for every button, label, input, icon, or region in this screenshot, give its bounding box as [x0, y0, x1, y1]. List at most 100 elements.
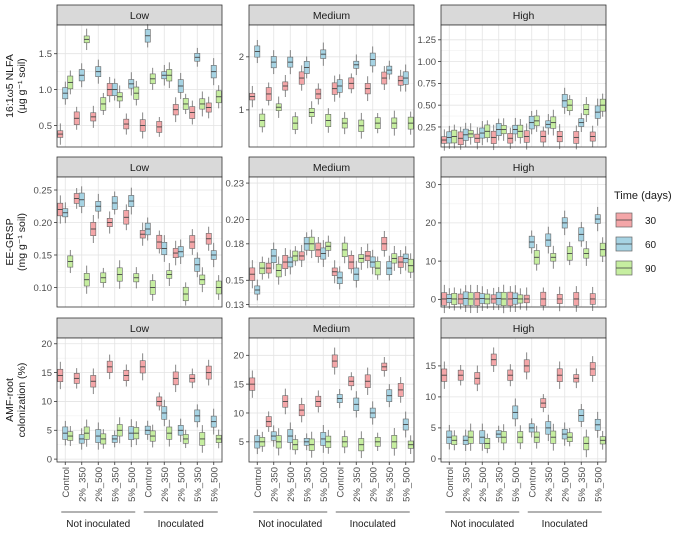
box-90d-5%_350: [116, 85, 123, 109]
facet-strip-label: High: [513, 10, 535, 22]
panel-border: [56, 24, 223, 148]
box-30d-5%_350: [490, 124, 497, 151]
box-30d-Control: [523, 123, 530, 150]
box-90d-5%_350: [199, 267, 206, 293]
legend-entry-90: 90: [645, 264, 657, 275]
box-30d-Control: [139, 222, 146, 246]
box-60d-Control: [336, 74, 343, 98]
box-30d-5%_350: [298, 244, 305, 268]
box-90d-5%_500: [215, 275, 222, 300]
box-60d-5%_500: [512, 398, 519, 427]
panel-border: [248, 176, 415, 308]
y-tick-label: 0.15: [226, 276, 245, 287]
y-tick-label: 1.25: [418, 35, 437, 46]
box-30d-2%_500: [364, 76, 371, 102]
box-30d-2%_350: [457, 364, 464, 386]
x-tick-label: 5%_500: [127, 467, 138, 502]
box-90d-5%_500: [407, 111, 414, 135]
box-90d-2%_350: [83, 28, 90, 51]
box-90d-2%_500: [100, 92, 107, 115]
box-90d-2%_500: [484, 120, 491, 143]
box-60d-Control: [144, 420, 151, 440]
y-axis-label-line: (mg g⁻¹ soil): [16, 213, 28, 271]
facet-strip-label: Low: [130, 323, 150, 335]
box-60d-5%_350: [111, 78, 118, 101]
box-60d-2%_350: [161, 235, 168, 262]
box-90d-5%_350: [583, 241, 590, 266]
x-tick-label: Control: [335, 467, 346, 498]
box-90d-2%_350: [358, 431, 365, 459]
box-30d-5%_350: [106, 354, 113, 380]
box-30d-5%_350: [573, 368, 580, 389]
y-tick-label: 20: [233, 351, 244, 362]
box-30d-2%_350: [265, 411, 272, 432]
y-tick-label: 0.75: [418, 79, 437, 90]
box-90d-5%_500: [215, 85, 222, 109]
facet-strip-label: Low: [130, 10, 150, 22]
box-60d-Control: [144, 217, 151, 241]
box-30d-2%_500: [556, 124, 563, 149]
box-30d-2%_500: [172, 97, 179, 123]
box-90d-Control: [67, 426, 74, 447]
panel-low-row1: Low 0.5 1.0 1.5: [39, 4, 223, 148]
box-90d-5%_350: [500, 424, 507, 451]
box-30d-5%_500: [507, 127, 514, 149]
y-tick-label: 0.25: [418, 122, 437, 133]
box-90d-Control: [67, 70, 74, 95]
y-tick-label: 10: [41, 397, 52, 408]
box-30d-2%_500: [282, 74, 289, 98]
x-axis: Control 2%_350 2%_500 5%_350 5%_500 Control 2%…: [61, 462, 604, 530]
box-30d-Control: [249, 260, 256, 289]
box-30d-5%_500: [589, 125, 596, 148]
box-90d-2%_350: [166, 263, 173, 286]
box-60d-2%_350: [545, 414, 552, 442]
box-60d-2%_350: [270, 50, 277, 75]
facet-strip-label: Low: [130, 162, 150, 174]
box-30d-5%_350: [490, 347, 497, 372]
box-60d-Control: [528, 230, 535, 254]
box-90d-2%_350: [358, 246, 365, 270]
box-90d-Control: [259, 431, 266, 452]
box-90d-5%_350: [583, 97, 590, 123]
y-tick-label: 0.5: [39, 121, 52, 132]
box-60d-Control: [254, 279, 261, 301]
box-90d-2%_350: [83, 265, 90, 294]
x-tick-label: 5%_500: [319, 467, 330, 502]
panel-medium-row2: Medium 0.13 0.15 0.18 0.20 0.23: [226, 156, 415, 311]
box-60d-Control: [144, 24, 151, 48]
y-axis-label-line: 16:1ω5 NLFA: [4, 54, 16, 118]
y-tick-label: 5: [431, 423, 436, 434]
y-tick-label: 10: [425, 392, 436, 403]
y-tick-label: 0.13: [226, 300, 245, 311]
box-60d-5%_350: [194, 404, 201, 428]
box-90d-5%_500: [599, 430, 606, 450]
box-60d-5%_350: [578, 404, 585, 427]
y-tick-label: 20: [425, 218, 436, 229]
box-30d-5%_500: [205, 359, 212, 386]
box-60d-5%_350: [303, 56, 310, 79]
box-30d-2%_350: [348, 250, 355, 274]
box-30d-2%_350: [348, 73, 355, 94]
panel-low-row2: Low 0.10 0.15 0.20 0.25: [34, 156, 223, 308]
x-tick-label: 2%_350: [77, 467, 88, 502]
box-60d-2%_350: [270, 242, 277, 270]
box-60d-5%_350: [111, 191, 118, 215]
box-90d-Control: [533, 109, 540, 132]
box-90d-2%_500: [374, 256, 381, 280]
box-30d-2%_350: [73, 368, 80, 389]
box-60d-2%_350: [353, 260, 360, 288]
box-60d-5%_350: [578, 113, 585, 133]
box-30d-Control: [139, 353, 146, 381]
y-tick-label: 0.20: [34, 218, 53, 229]
box-30d-5%_350: [298, 65, 305, 91]
legend-title: Time (days): [614, 190, 672, 202]
box-60d-5%_500: [128, 419, 135, 448]
box-30d-2%_500: [172, 364, 179, 393]
box-60d-5%_350: [386, 384, 393, 408]
x-tick-label: 5%_350: [385, 467, 396, 502]
box-60d-2%_350: [353, 54, 360, 76]
panels-layer: Low 0.5 1.0 1.5 Medium 1 2 High 0.25 0.50 0.75 1.00…: [34, 4, 607, 465]
box-30d-2%_350: [265, 82, 272, 106]
x-tick-label: 5%_500: [209, 467, 220, 502]
box-60d-Control: [528, 418, 535, 438]
